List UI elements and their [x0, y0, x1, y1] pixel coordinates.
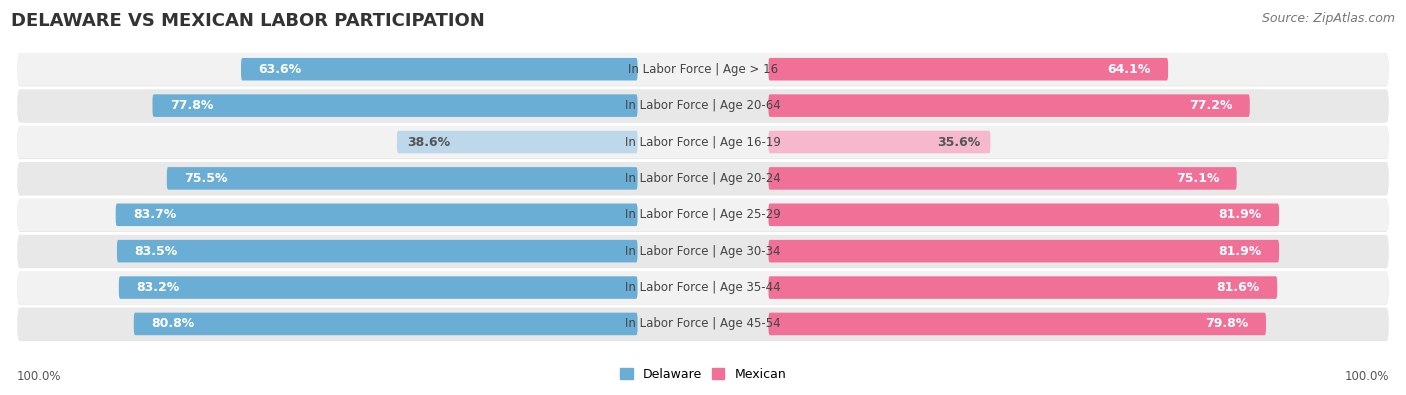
Text: In Labor Force | Age 25-29: In Labor Force | Age 25-29	[626, 208, 780, 221]
FancyBboxPatch shape	[118, 276, 637, 299]
FancyBboxPatch shape	[17, 89, 1389, 122]
Text: In Labor Force | Age 16-19: In Labor Force | Age 16-19	[626, 135, 780, 149]
FancyBboxPatch shape	[769, 58, 1168, 81]
FancyBboxPatch shape	[17, 271, 1389, 304]
FancyBboxPatch shape	[769, 131, 990, 153]
FancyBboxPatch shape	[17, 54, 1389, 87]
Text: 64.1%: 64.1%	[1108, 63, 1152, 76]
Text: Source: ZipAtlas.com: Source: ZipAtlas.com	[1261, 12, 1395, 25]
FancyBboxPatch shape	[17, 198, 1389, 231]
FancyBboxPatch shape	[769, 167, 1237, 190]
Text: 83.2%: 83.2%	[136, 281, 180, 294]
Text: 83.5%: 83.5%	[134, 245, 177, 258]
FancyBboxPatch shape	[17, 235, 1389, 268]
Text: In Labor Force | Age 20-64: In Labor Force | Age 20-64	[626, 99, 780, 112]
FancyBboxPatch shape	[17, 162, 1389, 195]
Text: In Labor Force | Age 45-54: In Labor Force | Age 45-54	[626, 318, 780, 331]
Text: 79.8%: 79.8%	[1205, 318, 1249, 331]
Text: In Labor Force | Age 20-24: In Labor Force | Age 20-24	[626, 172, 780, 185]
FancyBboxPatch shape	[769, 276, 1277, 299]
FancyBboxPatch shape	[769, 313, 1265, 335]
Text: In Labor Force | Age 30-34: In Labor Force | Age 30-34	[626, 245, 780, 258]
Text: DELAWARE VS MEXICAN LABOR PARTICIPATION: DELAWARE VS MEXICAN LABOR PARTICIPATION	[11, 12, 485, 30]
Text: 81.9%: 81.9%	[1219, 208, 1261, 221]
FancyBboxPatch shape	[17, 163, 1389, 196]
Text: 35.6%: 35.6%	[936, 135, 980, 149]
FancyBboxPatch shape	[17, 126, 1389, 158]
FancyBboxPatch shape	[17, 53, 1389, 86]
Legend: Delaware, Mexican: Delaware, Mexican	[617, 365, 789, 384]
FancyBboxPatch shape	[134, 313, 637, 335]
FancyBboxPatch shape	[17, 272, 1389, 305]
FancyBboxPatch shape	[17, 199, 1389, 232]
FancyBboxPatch shape	[17, 126, 1389, 159]
FancyBboxPatch shape	[396, 131, 637, 153]
Text: In Labor Force | Age 35-44: In Labor Force | Age 35-44	[626, 281, 780, 294]
FancyBboxPatch shape	[167, 167, 637, 190]
FancyBboxPatch shape	[240, 58, 637, 81]
Text: 75.5%: 75.5%	[184, 172, 228, 185]
FancyBboxPatch shape	[17, 235, 1389, 267]
FancyBboxPatch shape	[17, 308, 1389, 341]
Text: 63.6%: 63.6%	[259, 63, 301, 76]
FancyBboxPatch shape	[117, 240, 637, 262]
FancyBboxPatch shape	[769, 203, 1279, 226]
Text: 100.0%: 100.0%	[1344, 370, 1389, 383]
Text: 81.9%: 81.9%	[1219, 245, 1261, 258]
FancyBboxPatch shape	[152, 94, 637, 117]
Text: 38.6%: 38.6%	[408, 135, 450, 149]
FancyBboxPatch shape	[17, 308, 1389, 340]
Text: 80.8%: 80.8%	[150, 318, 194, 331]
Text: 75.1%: 75.1%	[1175, 172, 1219, 185]
FancyBboxPatch shape	[769, 94, 1250, 117]
FancyBboxPatch shape	[17, 90, 1389, 123]
Text: 81.6%: 81.6%	[1216, 281, 1260, 294]
Text: 77.2%: 77.2%	[1189, 99, 1233, 112]
Text: 83.7%: 83.7%	[134, 208, 176, 221]
Text: 77.8%: 77.8%	[170, 99, 214, 112]
FancyBboxPatch shape	[769, 240, 1279, 262]
Text: In Labor Force | Age > 16: In Labor Force | Age > 16	[628, 63, 778, 76]
FancyBboxPatch shape	[115, 203, 637, 226]
Text: 100.0%: 100.0%	[17, 370, 62, 383]
